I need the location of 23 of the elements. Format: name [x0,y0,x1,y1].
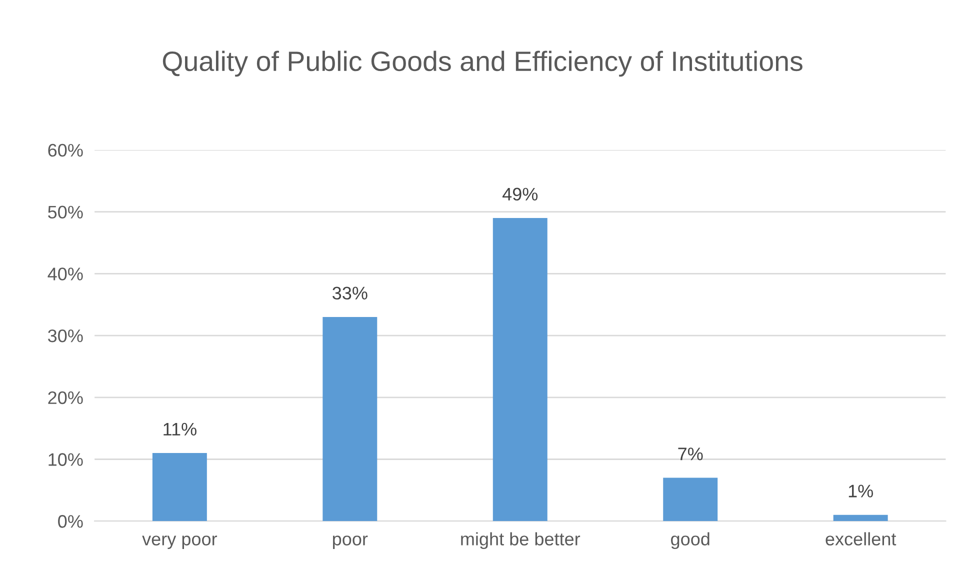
data-label: 7% [678,448,703,460]
y-tick-label: 50% [48,206,83,219]
data-label: 11% [164,422,196,436]
y-tick-label: 40% [48,268,83,280]
bar [492,218,548,522]
bar [663,478,718,522]
chart-title: Quality of Public Goods and Efficiency of Institutions [162,50,802,77]
y-tick-label: 20% [48,391,83,404]
bar [322,316,378,522]
x-tick-label: good [671,532,710,550]
y-tick-label: 60% [48,144,83,157]
y-tick-label: 10% [48,453,83,466]
x-tick-label: might be better [461,532,580,550]
y-tick-label: 30% [48,329,83,342]
data-label: 1% [848,484,873,498]
bar [152,453,207,522]
data-label: 33% [332,286,368,300]
x-tick-label: poor [333,536,368,550]
x-tick-label: very poor [142,536,218,550]
x-tick-label: excellent [826,532,896,546]
y-tick-label: 0% [58,515,83,528]
bar [833,514,888,522]
data-label: 49% [502,188,538,201]
